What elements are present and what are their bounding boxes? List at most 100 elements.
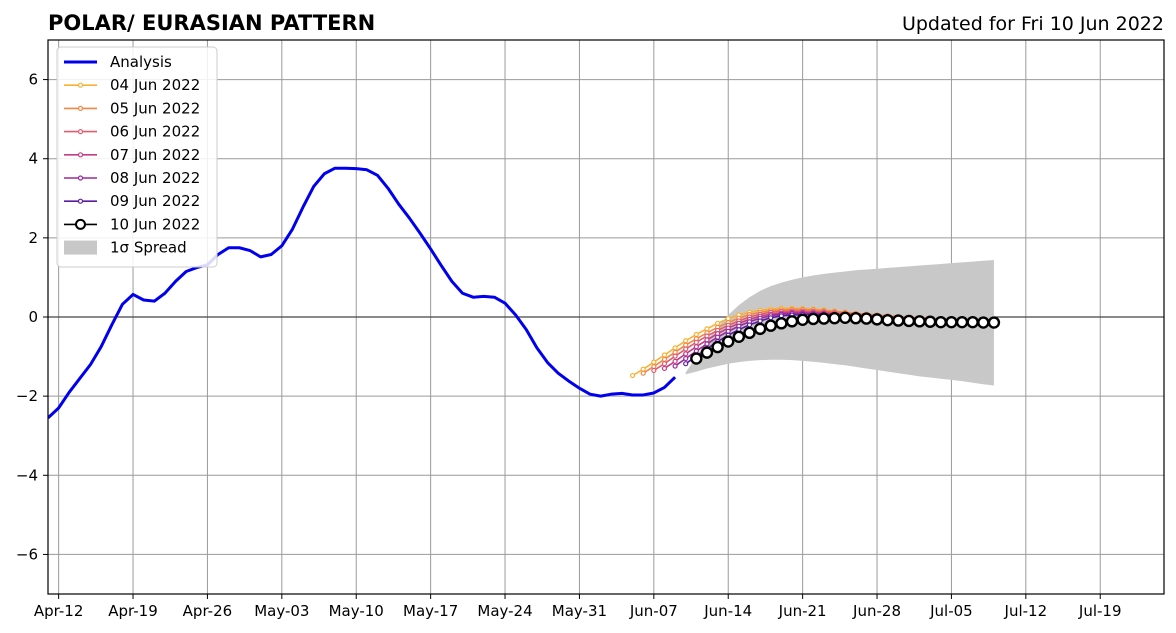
x-tick-label: Jul-12	[1004, 602, 1048, 620]
forecast-point	[651, 367, 657, 374]
legend-marker	[77, 198, 84, 204]
current-forecast-point	[923, 315, 937, 328]
current-forecast-point	[828, 311, 841, 325]
chart-title: POLAR/ EURASIAN PATTERN	[48, 11, 375, 35]
forecast-point	[629, 372, 636, 379]
plot-area	[48, 166, 1001, 420]
forecast-point	[683, 361, 689, 367]
legend-marker	[77, 175, 84, 181]
legend-label: 08 Jun 2022	[110, 169, 200, 187]
legend-item: 09 Jun 2022	[64, 192, 200, 210]
legend-label: Analysis	[110, 53, 172, 71]
forecast-point	[683, 346, 689, 352]
forecast-point	[683, 355, 689, 362]
current-forecast-point	[913, 315, 926, 328]
forecast-point	[672, 363, 678, 369]
current-forecast-point	[722, 335, 735, 348]
forecast-point	[746, 322, 753, 328]
current-forecast-point	[817, 312, 831, 325]
x-tick-label: Jun-28	[852, 602, 901, 620]
current-forecast-point	[785, 315, 799, 328]
current-forecast-point	[860, 312, 873, 325]
legend-item: 10 Jun 2022	[64, 215, 200, 233]
legend-item: 07 Jun 2022	[64, 146, 200, 164]
legend-label: 05 Jun 2022	[110, 99, 200, 117]
current-forecast-point	[849, 311, 862, 325]
forecast-point	[693, 331, 699, 338]
x-tick-label: Jun-14	[703, 602, 752, 620]
current-forecast-point	[711, 340, 724, 354]
chart-subtitle: Updated for Fri 10 Jun 2022	[902, 13, 1164, 35]
forecast-point	[661, 356, 668, 362]
forecast-point	[672, 345, 678, 351]
legend-item: 06 Jun 2022	[64, 123, 200, 141]
legend-marker	[77, 105, 84, 112]
legend: Analysis 04 Jun 2022 05 Jun 2022 06 Jun 202…	[56, 46, 218, 268]
forecast-point	[757, 318, 763, 324]
forecast-point	[683, 351, 689, 357]
legend-item: 04 Jun 2022	[64, 76, 200, 94]
current-forecast-point	[881, 313, 894, 327]
x-tick-label: Jun-21	[778, 602, 827, 620]
forecast-point	[640, 370, 646, 376]
legend-marker	[77, 152, 84, 158]
forecast-point	[661, 361, 668, 367]
forecast-point	[714, 334, 721, 340]
x-tick-label: May-03	[254, 602, 309, 620]
legend-label: 1σ Spread	[110, 239, 187, 257]
y-tick-label: 6	[28, 71, 38, 89]
forecast-point	[693, 344, 699, 350]
current-forecast-point	[977, 316, 990, 329]
forecast-point	[768, 315, 774, 321]
x-tick-label: Apr-26	[183, 602, 233, 620]
legend-item: 1σ Spread	[64, 239, 187, 257]
y-tick-label: −4	[16, 466, 38, 484]
x-tick-label: Jul-19	[1078, 602, 1122, 620]
legend-label: 06 Jun 2022	[110, 123, 200, 141]
current-forecast-point	[796, 313, 809, 326]
current-forecast-point	[764, 319, 777, 332]
current-forecast-point	[700, 346, 714, 359]
y-tick-label: −2	[16, 387, 38, 405]
x-tick-label: Jul-05	[929, 602, 973, 620]
forecast-point	[672, 358, 678, 364]
current-forecast-point	[987, 316, 1001, 329]
legend-box	[56, 46, 218, 268]
legend-marker	[77, 129, 84, 135]
current-forecast-point	[892, 314, 905, 327]
current-forecast-point	[902, 314, 916, 328]
y-tick-label: 2	[28, 229, 38, 247]
spread-band	[685, 260, 994, 386]
legend-label: 09 Jun 2022	[110, 192, 200, 210]
analysis-line	[48, 166, 677, 420]
legend-item: 08 Jun 2022	[64, 169, 200, 187]
legend-label: 07 Jun 2022	[110, 146, 200, 164]
current-forecast-point	[775, 317, 788, 330]
y-tick-label: 0	[28, 308, 38, 326]
legend-label: 10 Jun 2022	[110, 215, 200, 233]
forecast-point	[661, 352, 668, 358]
forecast-point	[693, 339, 699, 345]
current-forecast-point	[955, 315, 969, 329]
forecast-point	[683, 338, 689, 344]
x-tick-label: May-31	[552, 602, 607, 620]
current-forecast-point	[870, 313, 884, 326]
current-forecast-point	[838, 311, 852, 324]
legend-item: Analysis	[64, 53, 172, 71]
forecast-point	[672, 353, 678, 359]
current-forecast-point	[945, 315, 958, 329]
legend-item: 05 Jun 2022	[64, 99, 200, 117]
legend-marker	[75, 218, 86, 230]
current-forecast-point	[807, 312, 820, 326]
x-tick-label: May-24	[477, 602, 532, 620]
current-forecast-point	[753, 322, 767, 336]
legend-label: 04 Jun 2022	[110, 76, 200, 94]
legend-marker	[77, 82, 84, 88]
y-tick-label: 4	[28, 150, 38, 168]
current-forecast-point	[743, 326, 756, 340]
x-tick-label: Jun-07	[629, 602, 678, 620]
axis-ticks: Apr-12 Apr-19 Apr-26 May-03 May-10 May-17 May-…	[16, 71, 1122, 620]
current-forecast-point	[690, 352, 703, 365]
x-tick-label: May-10	[329, 602, 384, 620]
